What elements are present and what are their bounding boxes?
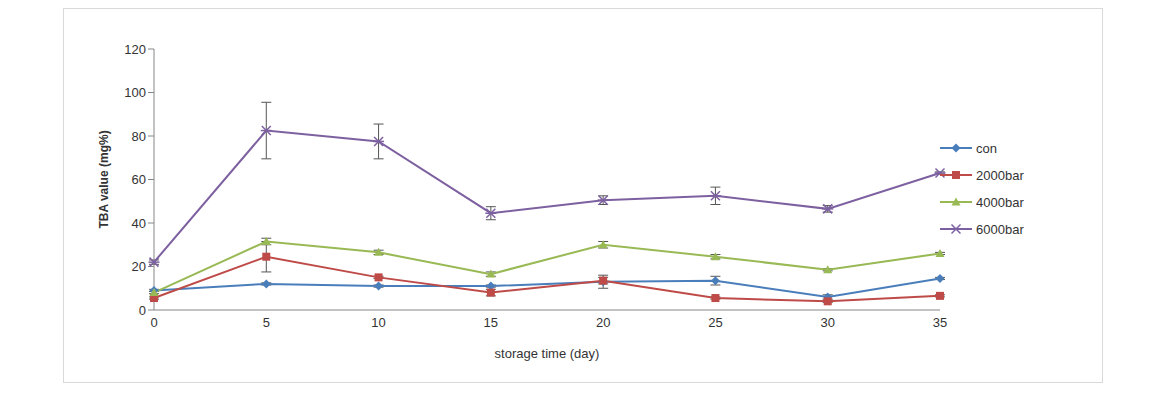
- svg-text:0: 0: [139, 303, 146, 318]
- svg-text:40: 40: [132, 216, 146, 231]
- svg-text:30: 30: [820, 315, 834, 330]
- svg-text:25: 25: [708, 315, 722, 330]
- svg-text:storage time (day): storage time (day): [495, 346, 600, 361]
- svg-text:5: 5: [263, 315, 270, 330]
- html-text:2000bar: 2000bar: [976, 167, 1024, 183]
- html-text:4000bar: 4000bar: [976, 194, 1024, 210]
- html-text:6000bar: 6000bar: [976, 221, 1024, 237]
- svg-text:15: 15: [484, 315, 498, 330]
- svg-text:TBA value (mg%): TBA value (mg%): [97, 130, 111, 228]
- svg-text:20: 20: [596, 315, 610, 330]
- svg-text:120: 120: [124, 42, 146, 57]
- svg-text:0: 0: [150, 315, 157, 330]
- svg-text:35: 35: [933, 315, 947, 330]
- svg-text:20: 20: [132, 259, 146, 274]
- svg-text:80: 80: [132, 129, 146, 144]
- html-text:con: con: [976, 140, 997, 156]
- svg-text:10: 10: [371, 315, 385, 330]
- svg-text:60: 60: [132, 172, 146, 187]
- svg-text:100: 100: [124, 85, 146, 100]
